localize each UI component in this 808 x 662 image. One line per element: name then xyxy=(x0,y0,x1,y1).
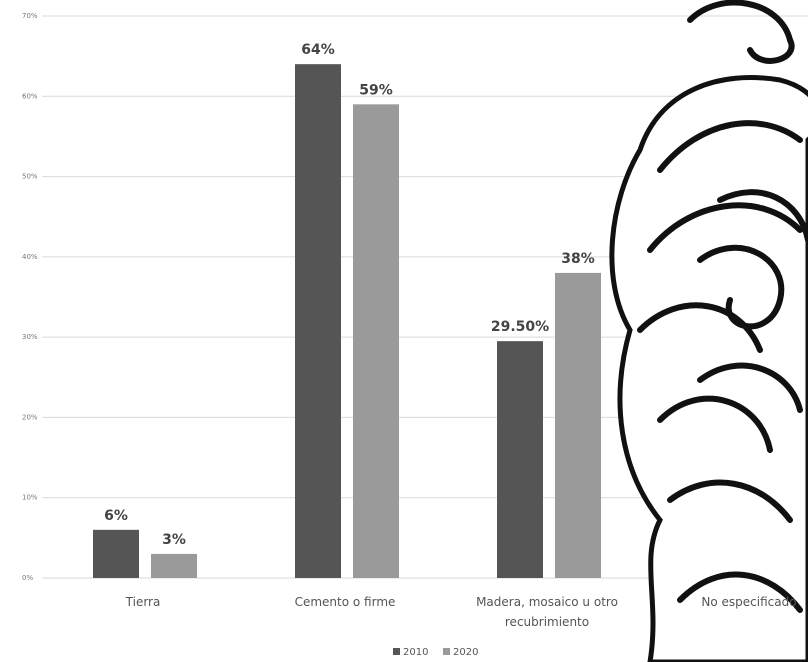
y-tick-label: 50% xyxy=(22,173,38,181)
ornament-curl xyxy=(697,244,785,330)
legend-swatch xyxy=(443,648,450,655)
y-tick-label: 10% xyxy=(22,494,38,502)
bar xyxy=(353,104,399,579)
ornament xyxy=(609,0,808,662)
ornament-curl xyxy=(667,479,793,523)
bar xyxy=(93,529,139,578)
bar xyxy=(151,553,197,578)
x-tick-label: No especificado xyxy=(701,595,797,609)
ornament-curl xyxy=(677,571,803,613)
y-tick-label: 0% xyxy=(22,574,33,582)
x-tick-label: Cemento o firme xyxy=(294,595,396,609)
x-tick-label: Tierra xyxy=(125,595,161,609)
bar xyxy=(555,272,601,578)
data-label: 59% xyxy=(359,82,393,98)
y-tick-label: 60% xyxy=(22,92,38,100)
legend-swatch xyxy=(393,648,400,655)
ornament-curl xyxy=(697,362,803,413)
x-tick-label: Madera, mosaico u otro recubrimiento xyxy=(476,595,618,629)
bar xyxy=(497,341,543,578)
ornament-curl xyxy=(657,120,803,173)
y-tick-label: 70% xyxy=(22,12,38,20)
ornament-curl xyxy=(657,395,773,453)
y-tick-label: 30% xyxy=(22,333,38,341)
data-label: 29.50% xyxy=(491,319,549,335)
data-label: 38% xyxy=(561,251,595,267)
ornament-curl xyxy=(637,302,763,353)
ornament-curl xyxy=(647,202,803,253)
y-tick-label: 40% xyxy=(22,253,38,261)
bar xyxy=(295,64,341,578)
legend-label: 2020 xyxy=(453,647,478,658)
y-tick-label: 20% xyxy=(22,413,38,421)
ornament-curl xyxy=(717,189,808,243)
data-label: 6% xyxy=(104,508,128,524)
ornament-shape xyxy=(609,75,808,662)
legend-label: 2010 xyxy=(403,647,428,658)
data-label: 3% xyxy=(162,532,186,548)
ornament-curl xyxy=(687,0,795,64)
data-label: 64% xyxy=(301,42,335,58)
